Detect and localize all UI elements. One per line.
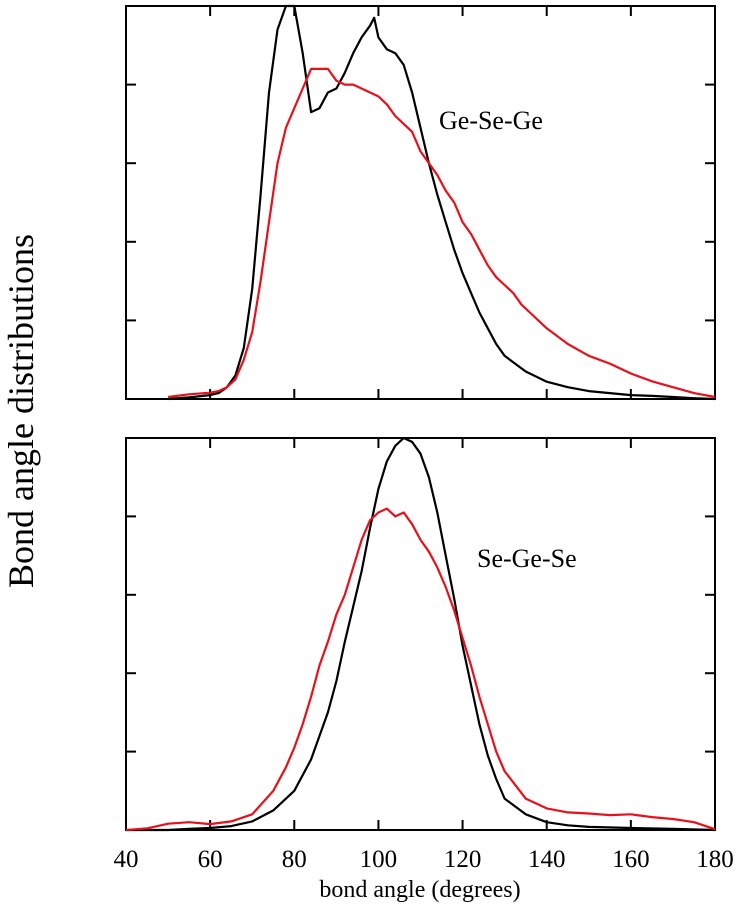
x-tick-label: 40 <box>114 846 139 873</box>
y-axis-label: Bond angle distributions <box>1 234 41 588</box>
x-tick-label: 140 <box>528 846 566 873</box>
x-axis-label: bond angle (degrees) <box>319 877 520 903</box>
x-ticks <box>209 438 632 830</box>
panel-label: Ge-Se-Ge <box>439 106 543 135</box>
panel-ge-se-ge: Ge-Se-Ge <box>125 4 716 401</box>
x-tick-label: 180 <box>696 846 734 873</box>
y-ticks <box>126 83 715 322</box>
series-group <box>125 436 716 832</box>
series-line-black <box>126 436 716 832</box>
x-tick-labels: 40 60 80 100 120 140 160 180 <box>114 846 734 873</box>
x-tick-label: 120 <box>444 846 482 873</box>
x-tick-label: 80 <box>282 846 307 873</box>
series-line-red <box>125 507 716 832</box>
panel-se-ge-se: Se-Ge-Se <box>125 436 716 832</box>
panel-label: Se-Ge-Se <box>477 544 577 573</box>
panel-frame <box>125 5 716 400</box>
series-line-black <box>168 4 716 401</box>
series-line-red <box>167 67 716 399</box>
x-tick-label: 60 <box>198 846 223 873</box>
series-group <box>167 4 716 401</box>
x-tick-label: 160 <box>612 846 650 873</box>
panel-frame <box>125 437 716 831</box>
x-tick-label: 100 <box>360 846 398 873</box>
y-ticks <box>126 515 715 753</box>
